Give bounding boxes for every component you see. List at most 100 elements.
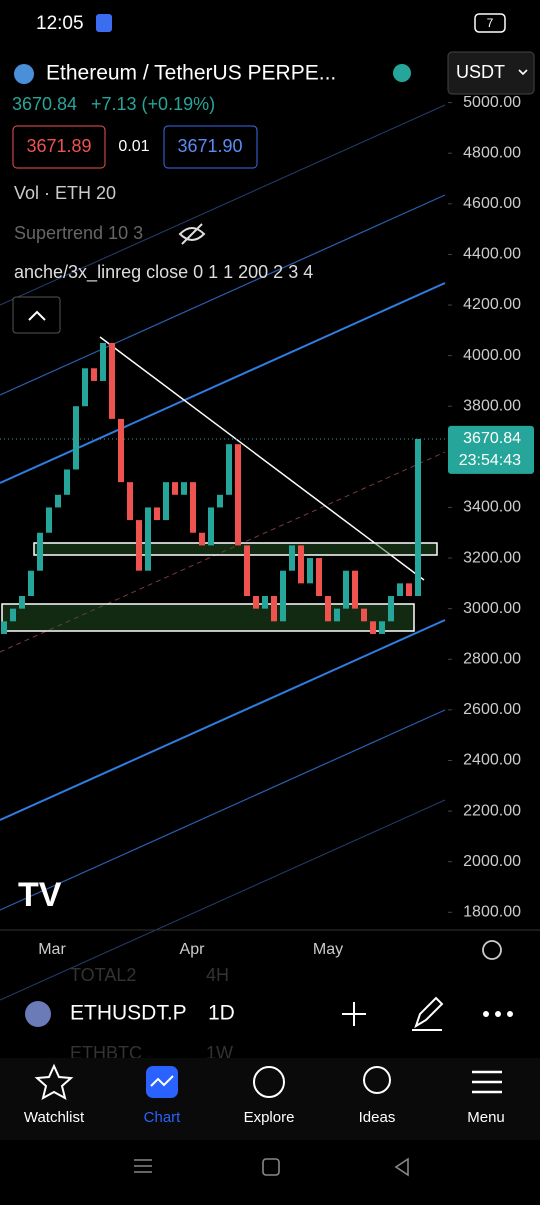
watchlist-icon[interactable]	[34, 1063, 74, 1100]
candle	[253, 596, 259, 609]
y-tick-label: 2200.00	[463, 802, 521, 819]
candle	[199, 532, 205, 546]
candle	[172, 482, 178, 495]
nav-label[interactable]: Menu	[467, 1109, 505, 1126]
drawings	[0, 104, 448, 1001]
menu-icon[interactable]	[472, 1070, 502, 1094]
y-tick-label: 4000.00	[463, 347, 521, 364]
last-price: 3670.84	[12, 94, 77, 114]
y-tick-label: 4600.00	[463, 195, 521, 212]
notif-icon	[96, 14, 112, 32]
add-icon[interactable]	[342, 1002, 366, 1026]
candle	[64, 469, 70, 495]
candle	[190, 482, 196, 533]
battery-level: 7	[487, 16, 494, 30]
candle	[415, 438, 421, 597]
price-change: +7.13 (+0.19%)	[91, 94, 215, 114]
candle	[325, 596, 331, 622]
candle	[46, 507, 52, 533]
candle	[1, 621, 7, 634]
interval[interactable]: 1D	[208, 1002, 235, 1025]
candles	[1, 102, 452, 913]
candle	[82, 368, 88, 407]
ideas-icon[interactable]	[363, 1066, 391, 1094]
market-status	[393, 64, 411, 82]
date-label: Mar	[38, 941, 66, 958]
currency: USDT	[456, 62, 505, 82]
draw-icon[interactable]	[412, 996, 444, 1031]
y-tick-label: 5000.00	[463, 94, 521, 111]
collapse-button[interactable]	[12, 296, 61, 334]
y-tick-label: 4800.00	[463, 144, 521, 161]
candle	[271, 596, 277, 622]
y-tick-label: 3000.00	[463, 600, 521, 617]
explore-icon[interactable]	[253, 1066, 285, 1098]
candle	[397, 583, 403, 597]
candle	[109, 342, 115, 419]
candle	[163, 482, 169, 521]
candle	[10, 608, 16, 622]
countdown: 23:54:43	[459, 452, 521, 469]
nav-label[interactable]: Watchlist	[24, 1109, 85, 1126]
y-tick-label: 3800.00	[463, 397, 521, 414]
y-tick-label: 3200.00	[463, 549, 521, 566]
indicator[interactable]: Vol · ETH 20	[14, 183, 116, 203]
candle	[127, 482, 133, 521]
candle	[289, 545, 295, 571]
symbol-name: Ethereum / TetherUS PERPE...	[46, 62, 336, 85]
sell-button[interactable]	[12, 125, 106, 169]
chart-glyph	[150, 1075, 174, 1087]
candle	[154, 507, 160, 521]
last-price-badge	[448, 425, 534, 474]
candle	[226, 444, 232, 495]
candle	[334, 608, 340, 622]
candle	[37, 532, 43, 571]
candle	[361, 608, 367, 622]
y-tick-label: 4200.00	[463, 296, 521, 313]
candle	[262, 596, 268, 609]
indicator[interactable]: Supertrend 10 3	[14, 223, 143, 243]
hidden-icon[interactable]	[178, 223, 206, 245]
ask: 3671.90	[177, 136, 242, 156]
bid: 3671.89	[26, 136, 91, 156]
indicator[interactable]: anche/3x_linreg close 0 1 1 200 2 3 4	[14, 262, 313, 283]
candle	[100, 342, 106, 381]
ghost-text: 1W	[206, 1043, 233, 1063]
nav-label[interactable]: Chart	[144, 1109, 182, 1126]
candle	[316, 558, 322, 597]
chevron	[518, 69, 528, 76]
ticker[interactable]: ETHUSDT.P	[70, 1002, 187, 1025]
tv-logo: TV	[18, 876, 62, 914]
sys-home[interactable]	[262, 1158, 280, 1176]
candle	[118, 418, 124, 483]
sys-recent[interactable]	[134, 1159, 152, 1173]
candle	[352, 570, 358, 609]
candle	[73, 406, 79, 470]
buy-button[interactable]	[163, 125, 258, 169]
chevron-up	[28, 310, 46, 321]
candle	[208, 507, 214, 546]
candle	[298, 545, 304, 584]
y-tick-label: 3400.00	[463, 499, 521, 516]
battery	[474, 13, 506, 33]
settings-icon[interactable]	[482, 940, 502, 960]
candle	[388, 596, 394, 622]
candle	[217, 494, 223, 508]
candle	[406, 583, 412, 597]
currency-select[interactable]	[447, 51, 535, 95]
candle	[91, 368, 97, 381]
y-tick-label: 1800.00	[463, 904, 521, 921]
y-tick-label: 4400.00	[463, 246, 521, 263]
sys-back[interactable]	[394, 1157, 409, 1177]
nav-label[interactable]: Ideas	[359, 1109, 396, 1126]
candle	[136, 520, 142, 571]
nav-bar	[0, 1058, 540, 1140]
candle	[28, 570, 34, 597]
spread: 0.01	[118, 138, 149, 155]
nav-label[interactable]: Explore	[244, 1109, 295, 1126]
ghost-text: ETHBTC	[70, 1043, 142, 1063]
candle	[19, 596, 25, 609]
more-icon[interactable]	[483, 1011, 513, 1017]
y-tick-label: 2400.00	[463, 752, 521, 769]
